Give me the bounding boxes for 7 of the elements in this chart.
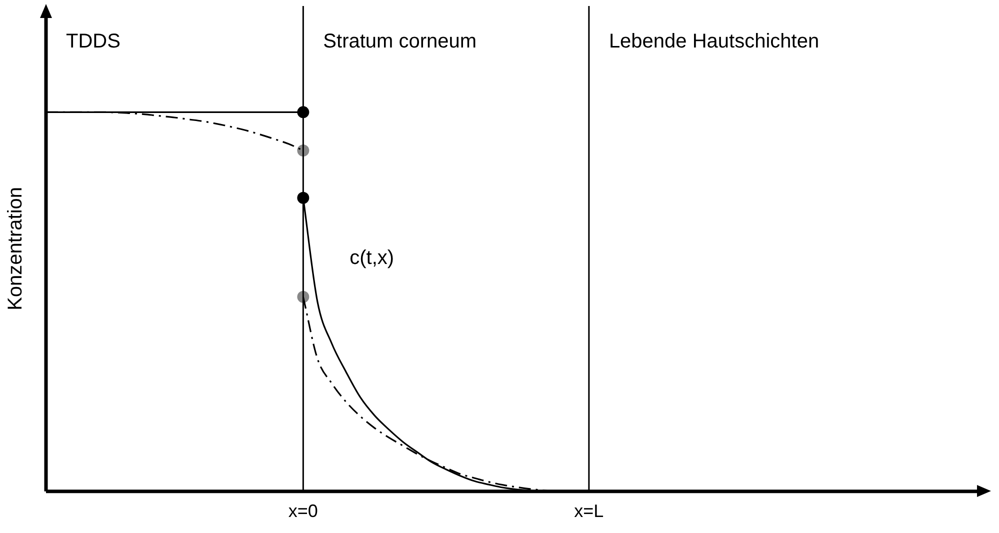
x-tick-label: x=L	[574, 501, 604, 522]
text: Lebende Hautschichten	[608, 30, 820, 53]
y-axis-title: Konzentration	[4, 186, 27, 310]
text: Stratum corneum	[323, 30, 477, 53]
annotation: c(t,x)	[350, 246, 394, 269]
x-tick-label: x=0	[288, 501, 318, 522]
text: TDDS	[66, 30, 120, 53]
